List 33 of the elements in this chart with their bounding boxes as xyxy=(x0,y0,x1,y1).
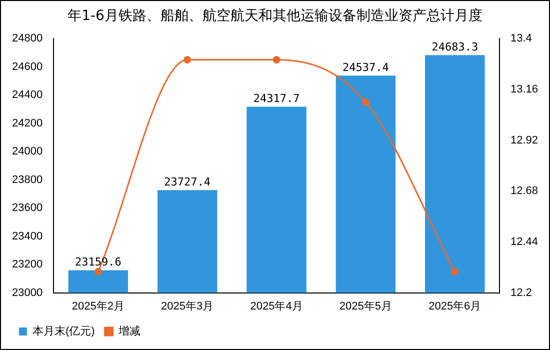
y-tick-label: 23000 xyxy=(12,286,43,299)
y-tick-label: 23200 xyxy=(12,258,43,271)
legend-label: 本月末(亿元) xyxy=(32,324,95,338)
y-tick-label: 24400 xyxy=(12,89,43,102)
x-tick-label: 2025年2月 xyxy=(72,300,124,312)
data-label: 24683.3 xyxy=(432,40,478,54)
data-label: 24317.7 xyxy=(253,92,300,106)
y2-tick-label: 13.16 xyxy=(510,83,538,96)
y2-tick-label: 12.44 xyxy=(510,236,538,248)
x-tick-label: 2025年6月 xyxy=(428,300,482,312)
y-tick-label: 24200 xyxy=(12,117,43,130)
data-label: 23727.4 xyxy=(164,175,211,188)
data-label: 24537.4 xyxy=(342,61,390,74)
y2-tick-label: 12.68 xyxy=(510,185,538,198)
point xyxy=(272,56,280,64)
y-tick-label: 24000 xyxy=(12,146,43,158)
point xyxy=(184,56,192,64)
y2-tick-label: 12.92 xyxy=(510,134,538,146)
y2-tick-label: 13.4 xyxy=(510,32,532,45)
point xyxy=(362,98,370,106)
point xyxy=(451,268,459,276)
legend-label: 增减 xyxy=(117,324,140,338)
y-tick-label: 23400 xyxy=(12,230,43,242)
y-tick-label: 23800 xyxy=(12,174,43,186)
chart-title: 年1-6月铁路、船舶、航空航天和其他运输设备制造业资产总计月度 xyxy=(66,7,484,25)
y2-tick-label: 12.2 xyxy=(510,286,532,299)
point xyxy=(94,268,102,276)
y-tick-label: 23600 xyxy=(12,202,43,214)
x-tick-label: 2025年3月 xyxy=(161,300,214,312)
y-tick-label: 24800 xyxy=(12,32,43,45)
y-tick-label: 24600 xyxy=(12,60,43,73)
x-tick-label: 2025年4月 xyxy=(250,300,303,312)
x-tick-label: 2025年5月 xyxy=(339,300,392,312)
